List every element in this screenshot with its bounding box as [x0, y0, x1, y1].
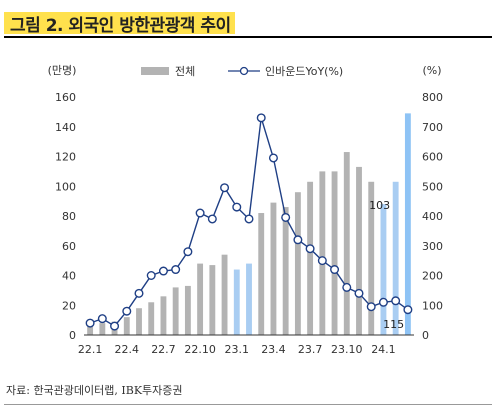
- yoy-point: [232, 202, 242, 212]
- bar: [319, 171, 326, 335]
- left-tick-label: 80: [62, 210, 76, 223]
- left-tick-label: 140: [55, 121, 76, 134]
- bar: [233, 269, 240, 335]
- bar: [282, 207, 289, 335]
- bar: [343, 152, 350, 335]
- legend-line-label: 인바운드YoY(%): [265, 65, 343, 78]
- yoy-point: [391, 296, 401, 306]
- right-tick-label: 300: [422, 240, 443, 253]
- yoy-point: [122, 306, 132, 316]
- legend-bar-swatch: [141, 67, 169, 75]
- yoy-point: [220, 183, 230, 193]
- yoy-point: [171, 265, 181, 275]
- bar: [258, 213, 265, 335]
- yoy-point: [378, 297, 388, 307]
- yoy-point: [158, 266, 168, 276]
- bar: [209, 265, 216, 335]
- bar: [99, 323, 106, 335]
- legend-bar-label: 전체: [175, 65, 195, 78]
- yoy-point: [207, 214, 217, 224]
- bar: [246, 263, 252, 335]
- bar: [87, 323, 94, 335]
- yoy-point: [134, 288, 144, 298]
- x-tick-label: 22.7: [151, 343, 176, 356]
- yoy-point: [244, 214, 254, 224]
- bar: [270, 202, 277, 335]
- figure-title: 그림 2. 외국인 방한관광객 추이: [10, 16, 231, 36]
- bar: [392, 181, 399, 335]
- yoy-point: [317, 256, 327, 266]
- x-tick-label: 23.4: [261, 343, 286, 356]
- legend-line-marker: [239, 66, 249, 76]
- yoy-point: [305, 244, 315, 254]
- right-tick-label: 400: [422, 210, 443, 223]
- x-tick-label: 22.10: [184, 343, 216, 356]
- yoy-point: [183, 247, 193, 257]
- bar: [184, 285, 191, 335]
- figure-title-bar: 그림 2. 외국인 방한관광객 추이: [4, 6, 492, 38]
- x-tick-label: 23.1: [225, 343, 250, 356]
- bar: [356, 166, 362, 335]
- bar: [197, 263, 204, 335]
- x-tick-label: 22.1: [78, 343, 103, 356]
- bar: [380, 204, 387, 335]
- yoy-point: [330, 265, 340, 275]
- left-tick-label: 120: [55, 151, 76, 164]
- x-tick-label: 23.10: [331, 343, 363, 356]
- left-tick-label: 0: [69, 329, 76, 342]
- x-tick-label: 22.4: [115, 343, 140, 356]
- yoy-point: [281, 212, 291, 222]
- x-tick-label: 24.1: [371, 343, 396, 356]
- right-axis-label: (%): [422, 64, 441, 77]
- yoy-point: [403, 305, 413, 315]
- yoy-point: [85, 318, 95, 328]
- tourist-trend-chart: (만명) (%) 전체 인바운드YoY(%) 0 20 40 60 80 100 120 140 160…: [48, 64, 443, 356]
- bar: [172, 287, 179, 335]
- bar: [221, 254, 228, 335]
- yoy-point: [110, 321, 120, 331]
- annotation-line-latest: 115: [383, 318, 404, 331]
- right-tick-label: 800: [422, 91, 443, 104]
- bar: [294, 192, 301, 335]
- bar: [307, 181, 314, 335]
- yoy-point: [366, 302, 376, 312]
- yoy-point: [354, 288, 364, 298]
- bar: [404, 113, 411, 335]
- bar: [148, 302, 155, 335]
- left-tick-label: 20: [62, 299, 76, 312]
- yoy-point: [195, 208, 205, 218]
- bar: [331, 171, 338, 335]
- source-note: 자료: 한국관광데이터랩, IBK투자증권: [6, 384, 183, 397]
- bar: [136, 308, 142, 335]
- bar: [123, 317, 130, 335]
- left-axis-label: (만명): [48, 64, 77, 77]
- bar: [160, 296, 167, 335]
- right-tick-label: 500: [422, 180, 443, 193]
- yoy-point: [146, 270, 156, 280]
- left-tick-label: 40: [62, 270, 76, 283]
- yoy-point: [342, 282, 352, 292]
- left-tick-label: 60: [62, 240, 76, 253]
- yoy-point: [268, 153, 278, 163]
- right-tick-label: 100: [422, 299, 443, 312]
- right-tick-label: 0: [422, 329, 429, 342]
- right-tick-label: 700: [422, 121, 443, 134]
- bar: [368, 181, 375, 335]
- yoy-point: [293, 235, 303, 245]
- x-tick-label: 23.7: [298, 343, 323, 356]
- title-highlight: [4, 12, 235, 34]
- yoy-point: [256, 113, 266, 123]
- right-tick-label: 200: [422, 270, 443, 283]
- yoy-point: [97, 314, 107, 324]
- left-tick-label: 100: [55, 180, 76, 193]
- right-tick-label: 600: [422, 151, 443, 164]
- bottom-rule: [4, 404, 492, 405]
- annotation-bar-latest: 103: [369, 199, 390, 212]
- left-tick-label: 160: [55, 91, 76, 104]
